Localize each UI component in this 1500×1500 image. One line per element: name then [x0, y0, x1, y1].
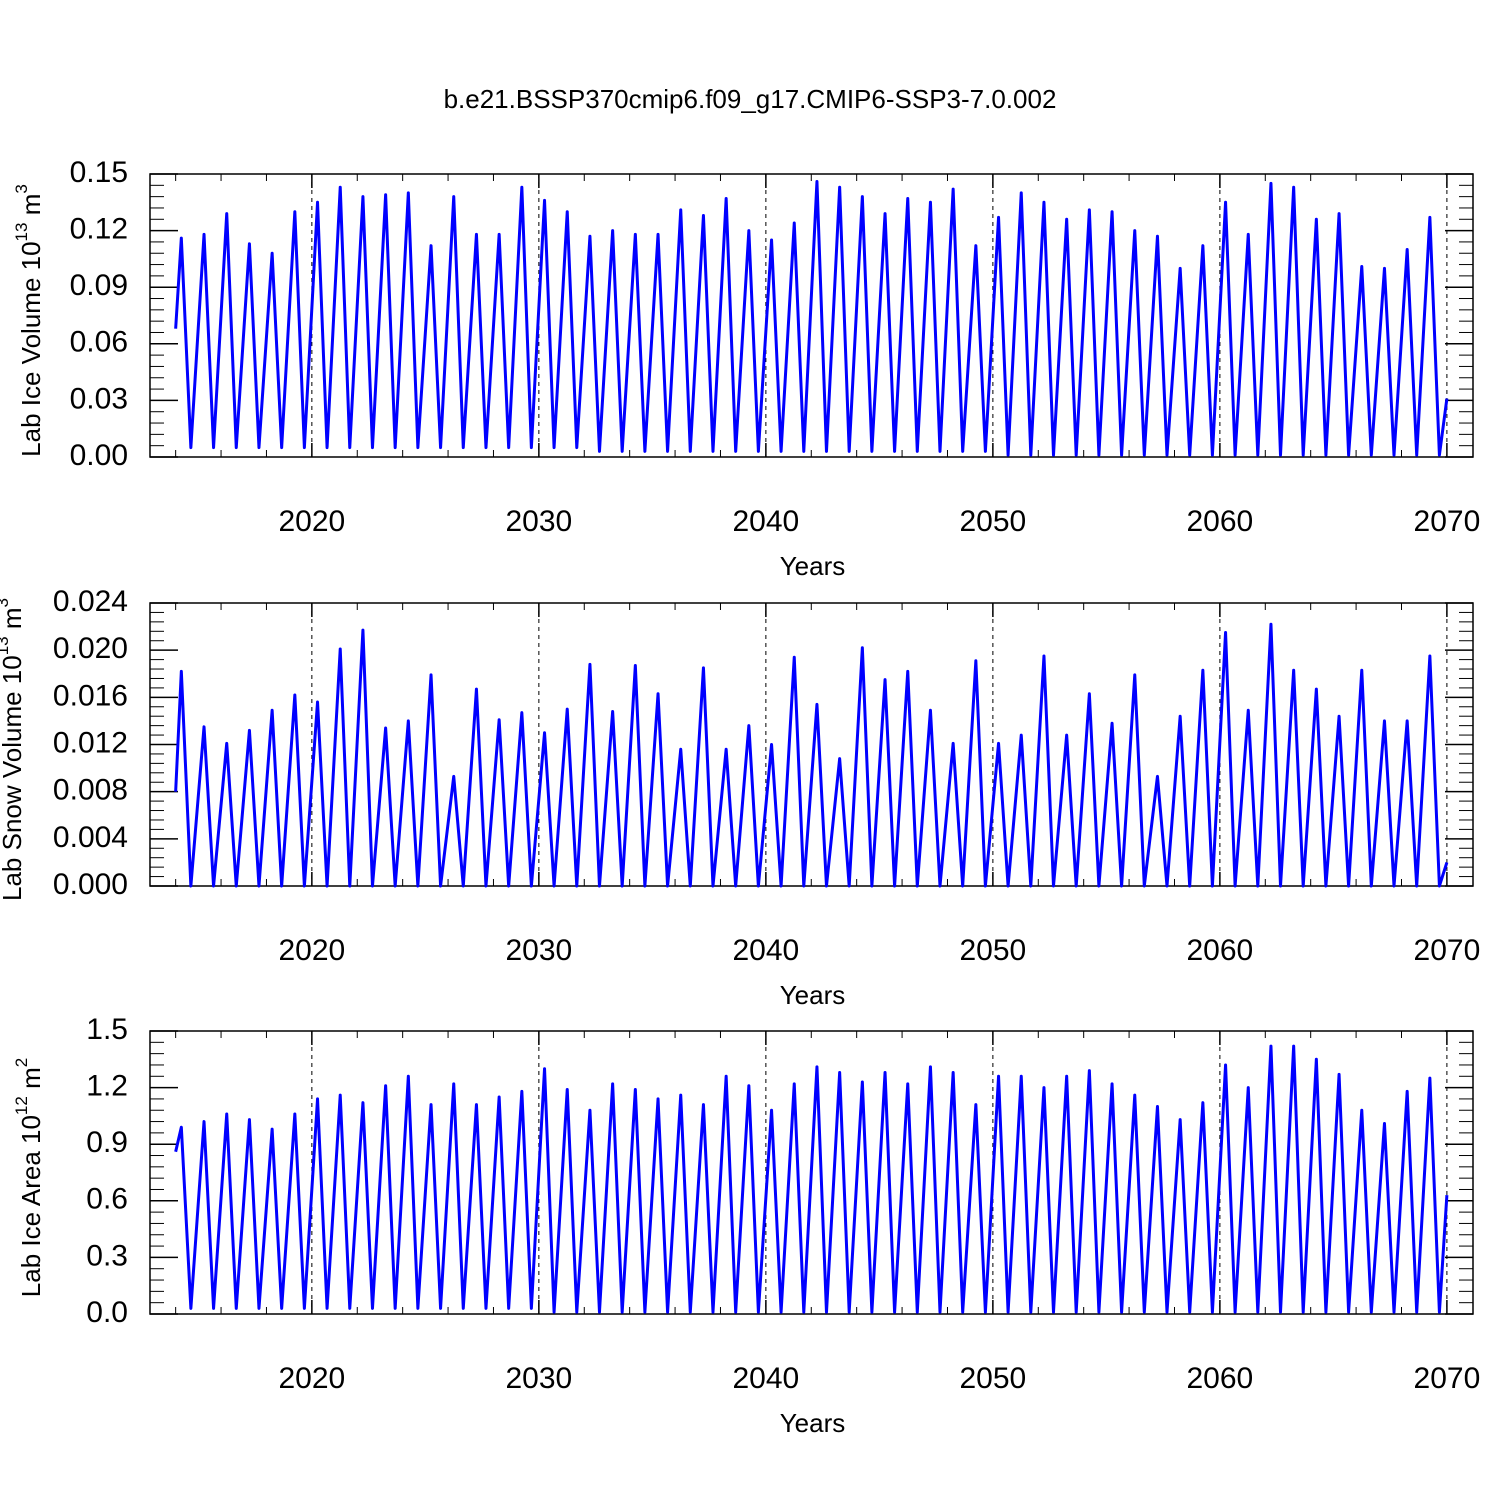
data-line [174, 1044, 1449, 1314]
x-tick-label: 2040 [732, 1362, 799, 1395]
y-tick-label: 0.000 [53, 868, 128, 901]
y-axis-label: Lab Ice Area 1012 m2 [12, 1058, 45, 1297]
x-tick-label: 2060 [1187, 1362, 1254, 1395]
y-axis-label-superscript: 3 [0, 598, 12, 607]
x-tick-label: 2050 [960, 934, 1027, 967]
x-tick-label: 2050 [960, 1362, 1027, 1395]
y-tick-label: 0.09 [70, 269, 128, 302]
x-axis-label: Years [780, 980, 846, 1010]
x-tick-label: 2030 [505, 1362, 572, 1395]
y-tick-label: 0.020 [53, 632, 128, 665]
y-tick-label: 0.016 [53, 679, 128, 712]
x-axis-label: Years [780, 551, 846, 581]
y-axis-label-superscript: 13 [0, 636, 12, 655]
y-tick-label: 0.6 [86, 1183, 128, 1216]
y-tick-label: 0.004 [53, 821, 128, 854]
plot-frame [149, 1030, 1474, 1315]
x-tick-label: 2050 [960, 505, 1027, 538]
x-tick-label: 2020 [278, 505, 345, 538]
y-axis-label-superscript: 13 [12, 223, 31, 242]
y-tick-label: 0.15 [70, 156, 128, 189]
y-tick-label: 0.06 [70, 326, 128, 359]
y-tick-label: 0.9 [86, 1126, 128, 1159]
y-tick-label: 0.008 [53, 774, 128, 807]
y-tick-label: 1.2 [86, 1070, 128, 1103]
y-axis-label-part: Lab Ice Area 10 [16, 1115, 46, 1297]
x-tick-label: 2020 [278, 1362, 345, 1395]
y-tick-label: 0.00 [70, 439, 128, 472]
chart-title: b.e21.BSSP370cmip6.f09_g17.CMIP6-SSP3-7.… [444, 84, 1057, 114]
x-tick-label: 2040 [732, 934, 799, 967]
y-tick-label: 1.5 [86, 1013, 128, 1046]
y-tick-label: 0.012 [53, 726, 128, 759]
plot-frame [149, 173, 1474, 458]
x-tick-label: 2070 [1414, 934, 1481, 967]
x-tick-label: 2060 [1187, 505, 1254, 538]
y-axis-label-superscript: 3 [12, 184, 31, 193]
y-axis-label-part: Lab Ice Volume 10 [16, 241, 46, 456]
y-axis-label: Lab Ice Volume 1013 m3 [12, 184, 45, 457]
x-tick-label: 2040 [732, 505, 799, 538]
y-tick-label: 0.12 [70, 213, 128, 246]
y-axis-label-part: m [0, 607, 27, 636]
data-line [174, 622, 1449, 888]
x-tick-label: 2030 [505, 505, 572, 538]
x-tick-label: 2060 [1187, 934, 1254, 967]
y-axis-label-superscript: 2 [12, 1058, 31, 1067]
x-tick-label: 2030 [505, 934, 572, 967]
y-tick-label: 0.024 [53, 585, 128, 618]
y-tick-label: 0.3 [86, 1239, 128, 1272]
y-axis-label-part: m [16, 1067, 46, 1096]
y-tick-label: 0.0 [86, 1296, 128, 1329]
x-tick-label: 2020 [278, 934, 345, 967]
plot-frame [149, 602, 1474, 887]
y-axis-label-part: m [16, 194, 46, 223]
y-axis-label-part: Lab Snow Volume 10 [0, 655, 27, 901]
y-axis-label: Lab Snow Volume 1013 m3 [0, 598, 27, 901]
y-axis-label-superscript: 12 [12, 1096, 31, 1115]
y-tick-label: 0.03 [70, 382, 128, 415]
data-line [174, 180, 1449, 457]
x-tick-label: 2070 [1414, 505, 1481, 538]
x-axis-label: Years [780, 1408, 846, 1438]
x-tick-label: 2070 [1414, 1362, 1481, 1395]
